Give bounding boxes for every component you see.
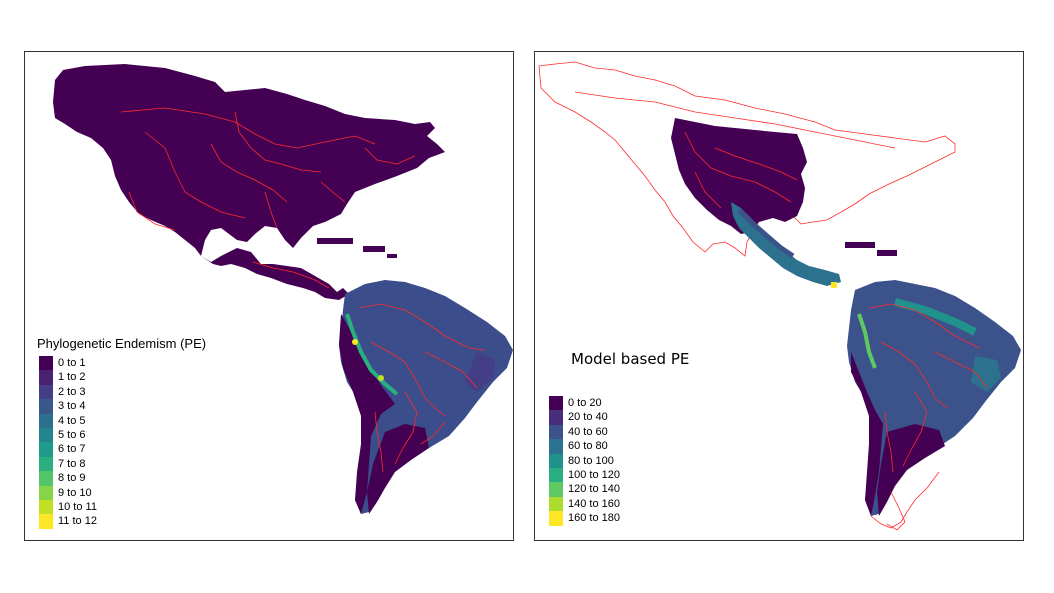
atlantic-forest-region xyxy=(971,356,1001,392)
legend-label: 140 to 160 xyxy=(568,497,620,510)
legend-swatch xyxy=(549,439,563,454)
legend-swatch xyxy=(549,410,563,425)
legend-label: 10 to 11 xyxy=(58,501,97,513)
model-pe-map-panel: Model based PE 0 to 20 20 to 40 40 to 60 60… xyxy=(534,51,1024,541)
north-america-outline xyxy=(538,61,956,257)
pe-map xyxy=(53,64,513,514)
legend: Model based PE 0 to 20 20 to 40 40 to 60 60… xyxy=(549,350,690,526)
ecoregion-borders xyxy=(684,131,988,531)
legend-swatch xyxy=(39,442,53,457)
legend-title: Model based PE xyxy=(571,350,690,368)
andes-region xyxy=(339,314,395,514)
legend-label: 7 to 8 xyxy=(58,457,86,470)
caribbean-island xyxy=(877,250,897,256)
legend-label: 6 to 7 xyxy=(58,443,86,456)
legend-label: 0 to 1 xyxy=(58,357,86,369)
caribbean-island xyxy=(363,246,385,252)
legend-label: 9 to 10 xyxy=(58,486,92,499)
legend-swatch xyxy=(39,514,53,529)
legend-swatch xyxy=(549,396,563,411)
central-america-landmass xyxy=(201,248,349,300)
legend-swatch xyxy=(549,424,563,440)
model-pe-map xyxy=(538,61,1021,531)
ecoregion-borders xyxy=(120,107,486,473)
atlantic-forest-region xyxy=(465,352,495,392)
legend-swatch xyxy=(549,496,563,512)
caribbean-island xyxy=(845,242,875,248)
legend-label: 1 to 2 xyxy=(58,371,86,384)
legend-swatch xyxy=(39,428,53,443)
legend-label: 11 to 12 xyxy=(58,515,97,528)
andes-highlights xyxy=(857,313,877,369)
andes-hotspot xyxy=(345,313,399,396)
central-america-hotspot xyxy=(831,282,837,288)
legend-label: 3 to 4 xyxy=(58,400,86,413)
legend-swatch xyxy=(39,384,53,400)
legend-label: 80 to 100 xyxy=(568,454,614,467)
legend-swatch xyxy=(39,500,53,515)
legend-label: 160 to 180 xyxy=(568,512,620,525)
amazon-highlights xyxy=(893,298,977,336)
legend-swatch xyxy=(39,456,53,472)
legend-label: 2 to 3 xyxy=(58,385,86,398)
legend-title: Phylogenetic Endemism (PE) xyxy=(37,336,207,351)
southern-cone xyxy=(877,424,945,516)
andes-hotspot-peak xyxy=(352,339,358,345)
andes-hotspot-peak xyxy=(378,375,384,381)
legend-label: 4 to 5 xyxy=(58,414,86,427)
legend-swatch xyxy=(39,399,53,414)
legend-label: 0 to 20 xyxy=(568,397,602,409)
legend-swatch xyxy=(39,413,53,428)
southern-cone xyxy=(367,424,429,514)
legend-label: 40 to 60 xyxy=(568,425,608,438)
legend-swatch xyxy=(39,485,53,500)
legend-label: 5 to 6 xyxy=(58,429,86,441)
legend-label: 8 to 9 xyxy=(58,472,86,485)
western-us-landmass xyxy=(671,118,807,234)
legend-label: 20 to 40 xyxy=(568,411,608,424)
legend-swatch xyxy=(39,370,53,385)
legend-swatch xyxy=(39,471,53,486)
caribbean-island xyxy=(317,238,353,244)
south-america-outline xyxy=(870,471,940,529)
legend-swatch xyxy=(549,511,563,526)
caribbean-island xyxy=(387,254,397,258)
north-america-landmass xyxy=(53,64,445,256)
legend-swatch xyxy=(549,468,563,483)
legend-label: 100 to 120 xyxy=(568,469,620,481)
north-america-inner-border xyxy=(574,91,896,149)
andes-region xyxy=(851,352,883,516)
legend-swatch xyxy=(549,482,563,497)
legend-label: 120 to 140 xyxy=(568,483,620,496)
legend-swatch xyxy=(549,453,563,468)
legend-label: 60 to 80 xyxy=(568,440,608,453)
legend-swatch xyxy=(39,356,53,371)
mexico-highlands xyxy=(737,208,795,259)
